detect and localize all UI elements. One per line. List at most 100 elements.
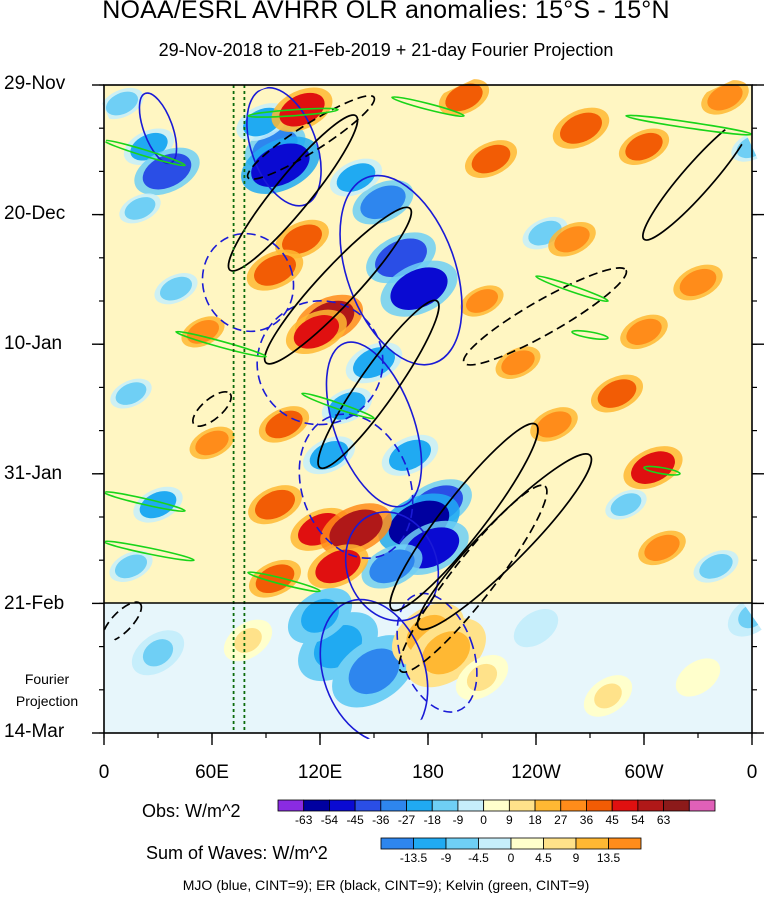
anomaly-cell bbox=[707, 84, 743, 111]
y-tick-label: 14-Mar bbox=[4, 721, 65, 742]
kelvin-contour bbox=[391, 96, 465, 118]
mjo-contour bbox=[256, 300, 384, 426]
obs-legend-swatch bbox=[508, 799, 536, 812]
projection-cell bbox=[421, 631, 471, 675]
obs-legend-tick: 45 bbox=[605, 813, 619, 827]
projection-cell bbox=[348, 648, 400, 695]
waves-legend-swatch bbox=[608, 837, 642, 850]
er-contour bbox=[398, 484, 548, 674]
anomaly-cell bbox=[369, 549, 415, 584]
obs-legend-swatch bbox=[688, 799, 716, 812]
waves-legend-tick: -9 bbox=[440, 851, 452, 865]
projection-cell bbox=[234, 627, 262, 653]
x-tick-label: 60W bbox=[624, 762, 664, 783]
chart-subtitle: 29-Nov-2018 to 21-Feb-2019 + 21-day Four… bbox=[158, 40, 614, 60]
obs-legend-tick: -18 bbox=[423, 813, 441, 827]
mjo-contour bbox=[201, 232, 295, 333]
obs-legend-tick: -9 bbox=[452, 813, 464, 827]
waves-legend-tick: 13.5 bbox=[596, 851, 621, 865]
obs-legend-swatch bbox=[534, 799, 562, 812]
waves-legend-tick: 4.5 bbox=[535, 851, 552, 865]
anomaly-cell bbox=[115, 382, 147, 405]
obs-legend-swatch bbox=[406, 799, 433, 812]
obs-legend-swatch bbox=[483, 799, 510, 812]
anomaly-cell bbox=[329, 509, 383, 550]
obs-legend-tick: -27 bbox=[397, 813, 416, 827]
waves-legend-label: Sum of Waves: W/m^2 bbox=[146, 843, 328, 863]
kelvin-contour bbox=[301, 392, 375, 420]
anomaly-cell bbox=[353, 347, 395, 379]
waves-legend-swatch bbox=[380, 837, 414, 850]
obs-legend-tick: 36 bbox=[579, 813, 594, 827]
obs-legend-swatch bbox=[637, 799, 664, 812]
obs-legend-tick: 27 bbox=[554, 813, 568, 827]
y-tick-label: 29-Nov bbox=[4, 73, 66, 94]
obs-legend-tick: 54 bbox=[631, 813, 645, 827]
kelvin-contour bbox=[175, 330, 267, 358]
er-contour bbox=[389, 422, 539, 612]
x-tick-label: 60E bbox=[195, 762, 229, 783]
anomaly-cell bbox=[597, 379, 637, 408]
mjo-contour bbox=[325, 341, 423, 508]
anomaly-cell bbox=[124, 197, 156, 220]
obs-legend-tick: 9 bbox=[506, 813, 513, 827]
mjo-contour bbox=[339, 174, 463, 366]
waves-legend-swatch bbox=[575, 837, 609, 850]
waves-legend-tick: 0 bbox=[507, 851, 515, 865]
kelvin-contour bbox=[247, 571, 321, 593]
obs-legend-swatch bbox=[457, 799, 485, 812]
anomaly-cell bbox=[626, 318, 662, 345]
anomaly-cell bbox=[360, 185, 406, 220]
x-tick-label: 120E bbox=[297, 762, 343, 783]
obs-legend-swatch bbox=[586, 799, 613, 812]
obs-legend-label: Obs: W/m^2 bbox=[142, 801, 241, 821]
waves-legend-tick: 9 bbox=[572, 851, 580, 865]
er-contour bbox=[192, 390, 232, 428]
kelvin-contour bbox=[571, 329, 609, 341]
anomaly-cell bbox=[471, 144, 511, 174]
obs-legend-tick: 18 bbox=[528, 813, 542, 827]
obs-legend-swatch bbox=[380, 799, 407, 812]
er-contour bbox=[317, 299, 440, 470]
waves-legend-swatch bbox=[543, 837, 577, 850]
obs-legend-swatch bbox=[277, 799, 305, 812]
anomaly-cell bbox=[536, 411, 572, 438]
y-tick-label: 10-Jan bbox=[4, 333, 63, 354]
waves-legend-swatch bbox=[478, 837, 512, 850]
anomaly-cell bbox=[159, 276, 193, 301]
y-tick-label: 21-Feb bbox=[4, 593, 65, 614]
waves-legend-tick: -4.5 bbox=[468, 851, 489, 865]
anomaly-cell bbox=[282, 224, 322, 255]
obs-legend-swatch bbox=[611, 799, 639, 812]
kelvin-contour bbox=[643, 465, 681, 476]
obs-legend-tick: 63 bbox=[656, 813, 671, 827]
anomaly-cell bbox=[315, 549, 361, 584]
obs-legend-swatch bbox=[431, 799, 459, 812]
x-tick-label: 0 bbox=[746, 762, 758, 783]
waves-legend-swatch bbox=[445, 837, 479, 850]
anomaly-cell bbox=[309, 440, 349, 470]
obs-legend-tick: -54 bbox=[320, 813, 339, 827]
obs-legend-tick: 0 bbox=[480, 813, 487, 827]
anomaly-cell bbox=[679, 268, 717, 297]
chart-title: NOAA/ESRL AVHRR OLR anomalies: 15°S - 15… bbox=[102, 0, 670, 24]
anomaly-cell bbox=[610, 493, 642, 517]
projection-cell bbox=[142, 639, 174, 667]
obs-legend-swatch bbox=[560, 799, 587, 812]
projection-cell bbox=[523, 616, 549, 640]
er-contour bbox=[246, 94, 376, 180]
anomaly-cell bbox=[255, 489, 295, 520]
anomaly-cell bbox=[390, 267, 448, 310]
y-tick-label: 31-Jan bbox=[4, 463, 63, 484]
anomaly-cell bbox=[114, 554, 148, 579]
x-tick-label: 0 bbox=[98, 762, 110, 783]
obs-legend-swatch bbox=[329, 799, 356, 812]
anomaly-cell bbox=[195, 430, 229, 456]
obs-legend-tick: -45 bbox=[346, 813, 364, 827]
anomaly-cell bbox=[554, 226, 590, 253]
obs-legend-tick: -63 bbox=[295, 813, 313, 827]
obs-legend-swatch bbox=[663, 799, 690, 812]
kelvin-contour bbox=[247, 107, 339, 118]
waves-legend-tick: -13.5 bbox=[399, 851, 428, 865]
anomaly-cell bbox=[501, 350, 535, 376]
